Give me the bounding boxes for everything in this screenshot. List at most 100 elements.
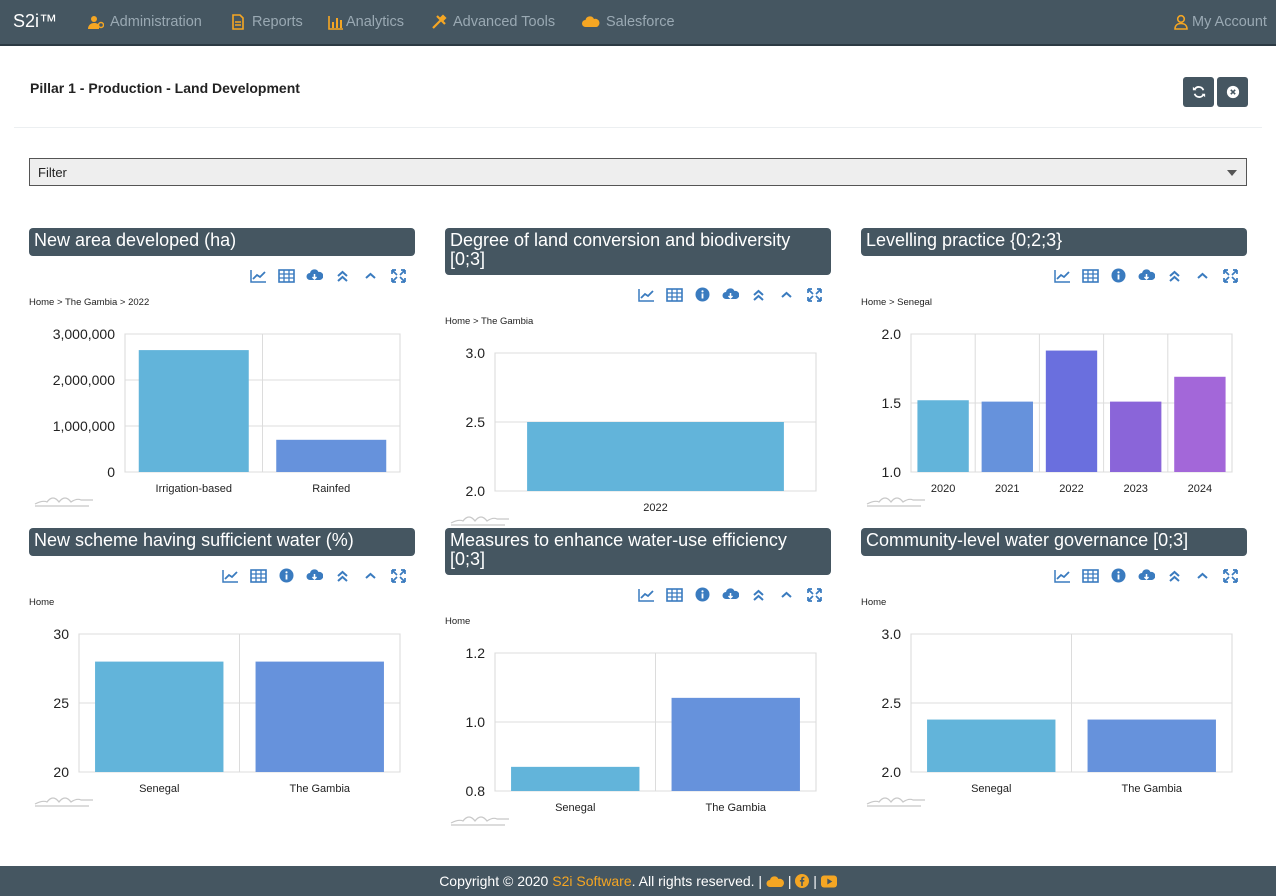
download-icon[interactable] [722, 287, 739, 302]
footer-copyright-prefix: Copyright © 2020 [439, 873, 553, 889]
watermark-logo [450, 516, 509, 526]
bar[interactable] [927, 719, 1056, 772]
chart-panel: New scheme having sufficient water (%) Ho… [29, 528, 415, 818]
expand-icon[interactable] [1222, 568, 1239, 583]
footer-copyright-suffix: . All rights reserved. | [631, 873, 763, 889]
brand-logo[interactable]: S2i™ [13, 11, 58, 31]
line-chart-icon[interactable] [638, 587, 655, 602]
chevron-up-icon[interactable] [362, 268, 379, 283]
chevron-up-icon[interactable] [1194, 268, 1211, 283]
line-chart-icon[interactable] [638, 287, 655, 302]
nav-advanced-tools[interactable]: Advanced Tools [431, 14, 555, 30]
nav-analytics[interactable]: Analytics [328, 14, 404, 30]
download-icon[interactable] [306, 568, 323, 583]
bar[interactable] [1087, 719, 1216, 772]
y-tick-label: 25 [53, 695, 69, 711]
cloud-icon[interactable] [766, 874, 784, 888]
filter-dropdown[interactable]: Filter [29, 158, 1247, 186]
download-icon[interactable] [1138, 568, 1155, 583]
expand-icon[interactable] [806, 287, 823, 302]
panel-title: New scheme having sufficient water (%) [29, 528, 415, 556]
chevron-up-icon[interactable] [778, 287, 795, 302]
line-chart-icon[interactable] [222, 568, 239, 583]
chart-panel: Measures to enhance water-use efficiency… [445, 528, 831, 826]
breadcrumb[interactable]: Home [445, 616, 471, 627]
nav-advanced-tools-label: Advanced Tools [453, 14, 556, 30]
chevron-up-icon[interactable] [1194, 568, 1211, 583]
watermark-logo [866, 797, 925, 807]
chevron-up-icon[interactable] [362, 568, 379, 583]
info-icon[interactable] [1110, 268, 1127, 283]
table-icon[interactable] [666, 587, 683, 602]
bar[interactable] [917, 400, 969, 472]
expand-icon[interactable] [1222, 268, 1239, 283]
bar-chart: 2.0 2.5 3.0 Senegal The Gambia [866, 626, 1233, 807]
table-icon[interactable] [1082, 268, 1099, 283]
line-chart-icon[interactable] [250, 268, 267, 283]
x-tick-label: 2022 [1059, 483, 1083, 495]
bar[interactable] [1110, 401, 1162, 472]
refresh-button[interactable] [1183, 77, 1214, 107]
double-chevron-up-icon[interactable] [1166, 568, 1183, 583]
x-tick-label: The Gambia [705, 802, 766, 814]
breadcrumb[interactable]: Home > The Gambia > 2022 [29, 297, 150, 308]
bar-chart: 0 1,000,000 2,000,000 3,000,000 Irrigation-b… [34, 326, 401, 507]
user-gear-icon [88, 16, 104, 29]
line-chart-icon[interactable] [1054, 568, 1071, 583]
x-tick-label: 2023 [1123, 483, 1147, 495]
expand-icon[interactable] [390, 268, 407, 283]
bar[interactable] [981, 401, 1033, 472]
download-icon[interactable] [306, 268, 323, 283]
nav-analytics-label: Analytics [346, 14, 405, 30]
breadcrumb[interactable]: Home [861, 597, 887, 608]
bar[interactable] [1045, 350, 1098, 472]
panel-toolbar [250, 268, 407, 283]
double-chevron-up-icon[interactable] [750, 587, 767, 602]
bar[interactable] [138, 350, 249, 472]
close-button[interactable] [1217, 77, 1248, 107]
footer-company-link[interactable]: S2i Software [552, 873, 632, 889]
nav-administration[interactable]: Administration [88, 14, 202, 30]
y-tick-label: 3,000,000 [53, 326, 115, 342]
facebook-icon[interactable] [795, 874, 810, 888]
bar[interactable] [1174, 376, 1226, 472]
expand-icon[interactable] [806, 587, 823, 602]
breadcrumb[interactable]: Home > Senegal [861, 297, 933, 308]
download-icon[interactable] [722, 587, 739, 602]
y-tick-label: 0 [107, 464, 115, 480]
double-chevron-up-icon[interactable] [334, 268, 351, 283]
y-tick-label: 20 [53, 764, 69, 780]
table-icon[interactable] [1082, 568, 1099, 583]
bar[interactable] [671, 697, 800, 791]
panel-toolbar [1054, 268, 1239, 283]
expand-icon[interactable] [390, 568, 407, 583]
bar[interactable] [255, 661, 384, 772]
info-icon[interactable] [1110, 568, 1127, 583]
nav-my-account[interactable]: My Account [1173, 14, 1267, 30]
table-icon[interactable] [666, 287, 683, 302]
bar[interactable] [527, 422, 784, 491]
panel-toolbar [1054, 568, 1239, 583]
chart-panel: New area developed (ha) Home > The Gambia… [29, 228, 415, 518]
bar[interactable] [511, 766, 640, 791]
table-icon[interactable] [250, 568, 267, 583]
table-icon[interactable] [278, 268, 295, 283]
chevron-up-icon[interactable] [778, 587, 795, 602]
refresh-icon [1192, 86, 1205, 98]
chart-panel: Degree of land conversion and biodiversi… [445, 228, 831, 526]
line-chart-icon[interactable] [1054, 268, 1071, 283]
youtube-icon[interactable] [820, 875, 837, 888]
breadcrumb[interactable]: Home > The Gambia [445, 316, 534, 327]
info-icon[interactable] [694, 287, 711, 302]
bar[interactable] [95, 661, 224, 772]
double-chevron-up-icon[interactable] [750, 287, 767, 302]
nav-salesforce[interactable]: Salesforce [581, 14, 675, 30]
info-icon[interactable] [278, 568, 295, 583]
double-chevron-up-icon[interactable] [334, 568, 351, 583]
double-chevron-up-icon[interactable] [1166, 268, 1183, 283]
download-icon[interactable] [1138, 268, 1155, 283]
breadcrumb[interactable]: Home [29, 597, 55, 608]
info-icon[interactable] [694, 587, 711, 602]
bar[interactable] [276, 439, 387, 472]
nav-reports[interactable]: Reports [230, 14, 303, 30]
